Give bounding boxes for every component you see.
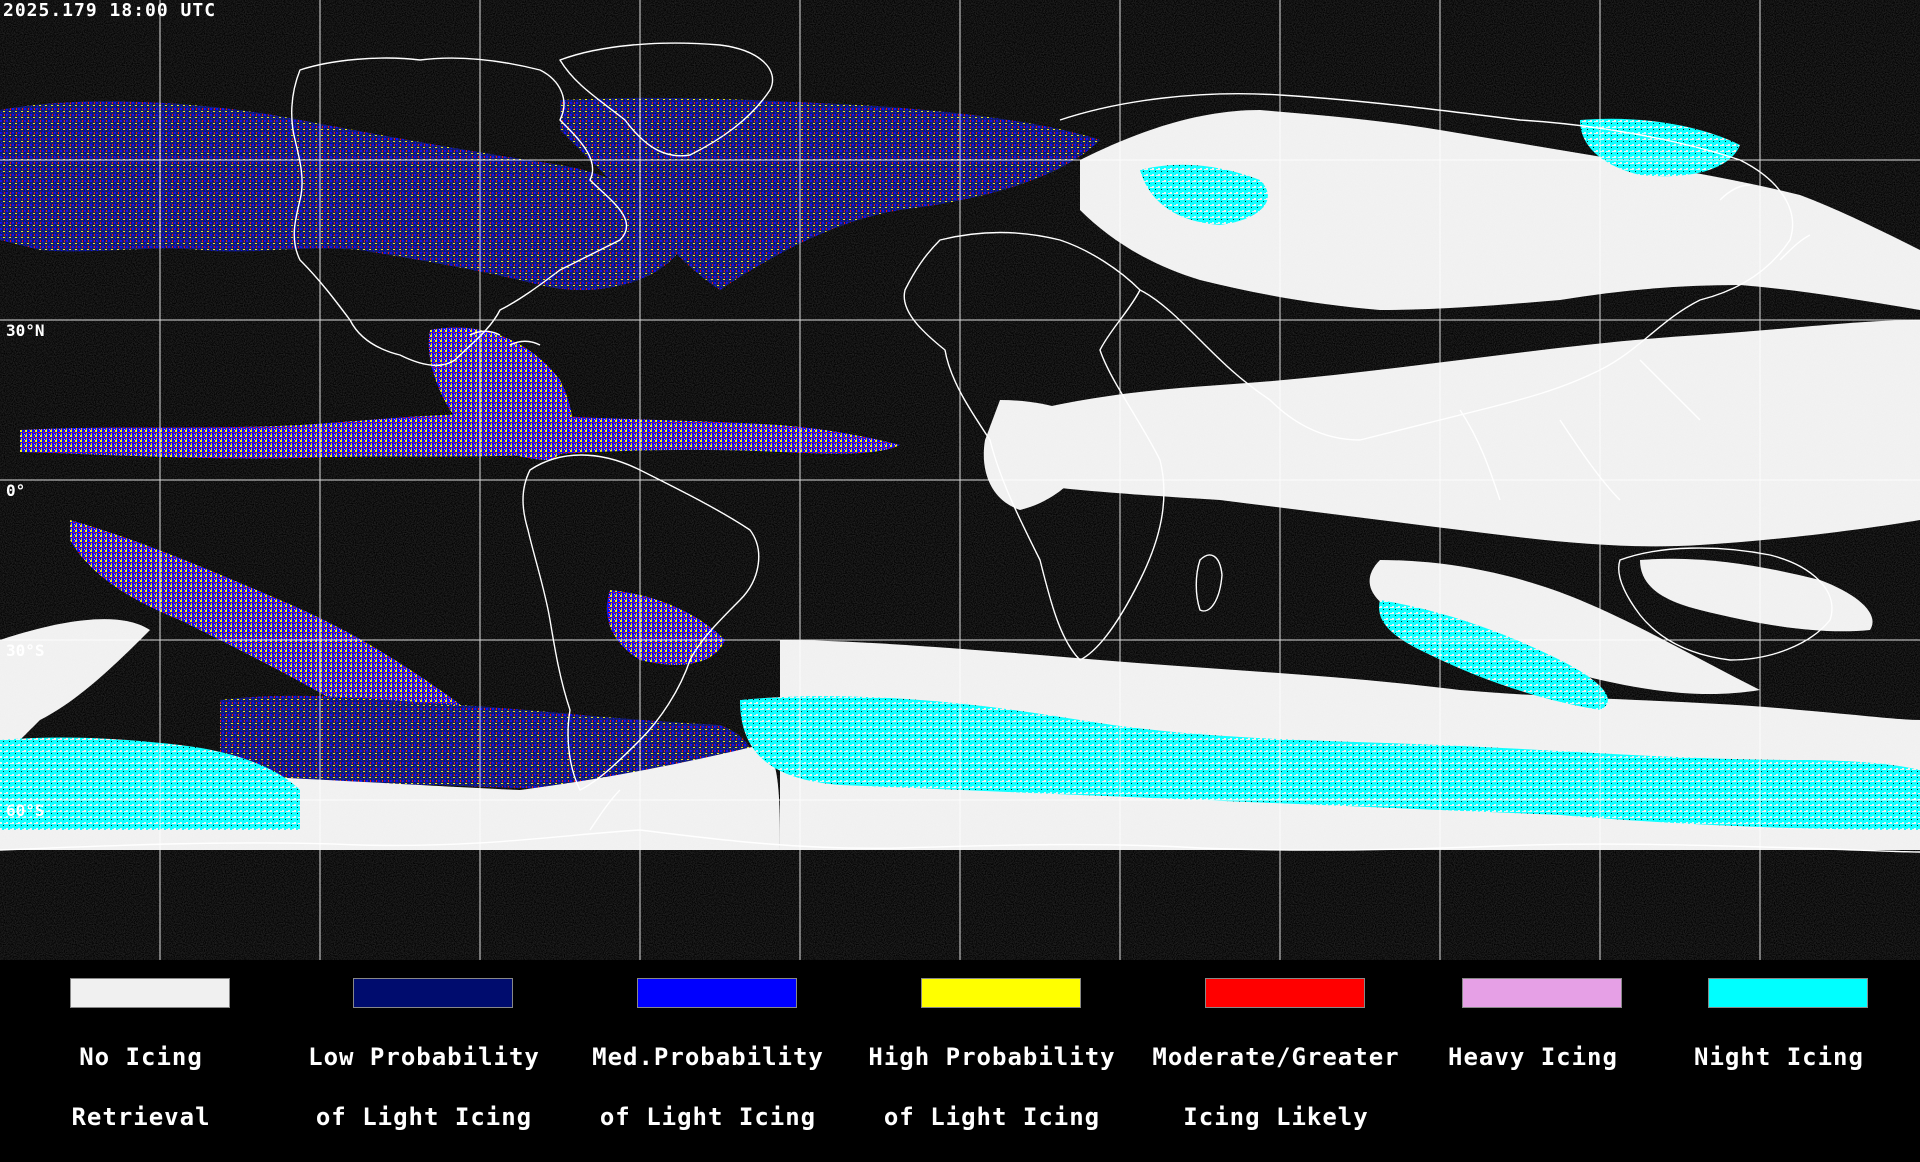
speckle-texture <box>0 0 1920 960</box>
legend-label-line2: Retrieval <box>71 1103 211 1131</box>
latitude-label-30n: 30°N <box>6 321 45 340</box>
legend-swatch <box>1708 978 1868 1008</box>
legend-label-line1: Night Icing <box>1694 1043 1864 1071</box>
legend-item-low-probability: Low Probability of Light Icing <box>283 960 565 1131</box>
legend-label: Med.Probability of Light Icing <box>567 1012 849 1162</box>
map-timestamp: 2025.179 18:00 UTC <box>3 0 217 21</box>
legend-label-line1: No Icing <box>79 1043 203 1071</box>
icing-map <box>0 0 1920 960</box>
legend-swatch <box>70 978 230 1008</box>
legend-item-med-probability: Med.Probability of Light Icing <box>567 960 849 1131</box>
latitude-label-equator: 0° <box>6 481 26 500</box>
legend-item-no-icing: No Icing Retrieval <box>0 960 282 1131</box>
latitude-label-60s: 60°S <box>6 801 45 820</box>
legend-label: Heavy Icing <box>1392 1012 1674 1132</box>
legend-label: No Icing Retrieval <box>0 1012 282 1162</box>
legend-label-line1: Low Probability <box>308 1043 540 1071</box>
legend-label-line2: of Light Icing <box>883 1103 1101 1131</box>
latitude-label-30s: 30°S <box>6 641 45 660</box>
legend-label: Night Icing <box>1638 1012 1920 1132</box>
legend-label: Low Probability of Light Icing <box>283 1012 565 1162</box>
icing-legend: No Icing Retrieval Low Probability of Li… <box>0 960 1920 1131</box>
legend-swatch <box>921 978 1081 1008</box>
legend-item-night-icing: Night Icing <box>1638 960 1920 1080</box>
legend-label-line2: of Light Icing <box>315 1103 533 1131</box>
legend-item-heavy-icing: Heavy Icing <box>1392 960 1674 1080</box>
legend-swatch <box>637 978 797 1008</box>
legend-item-high-probability: High Probability of Light Icing <box>851 960 1133 1131</box>
legend-swatch <box>1462 978 1622 1008</box>
legend-label-line1: Moderate/Greater <box>1152 1043 1400 1071</box>
legend-item-moderate-greater: Moderate/Greater Icing Likely <box>1135 960 1417 1131</box>
legend-label-line1: High Probability <box>868 1043 1116 1071</box>
legend-label: High Probability of Light Icing <box>851 1012 1133 1162</box>
legend-label: Moderate/Greater Icing Likely <box>1135 1012 1417 1162</box>
legend-swatch <box>353 978 513 1008</box>
legend-label-line2: Icing Likely <box>1183 1103 1369 1131</box>
legend-label-line1: Med.Probability <box>592 1043 824 1071</box>
legend-label-line1: Heavy Icing <box>1448 1043 1618 1071</box>
legend-swatch <box>1205 978 1365 1008</box>
legend-label-line2: of Light Icing <box>599 1103 817 1131</box>
